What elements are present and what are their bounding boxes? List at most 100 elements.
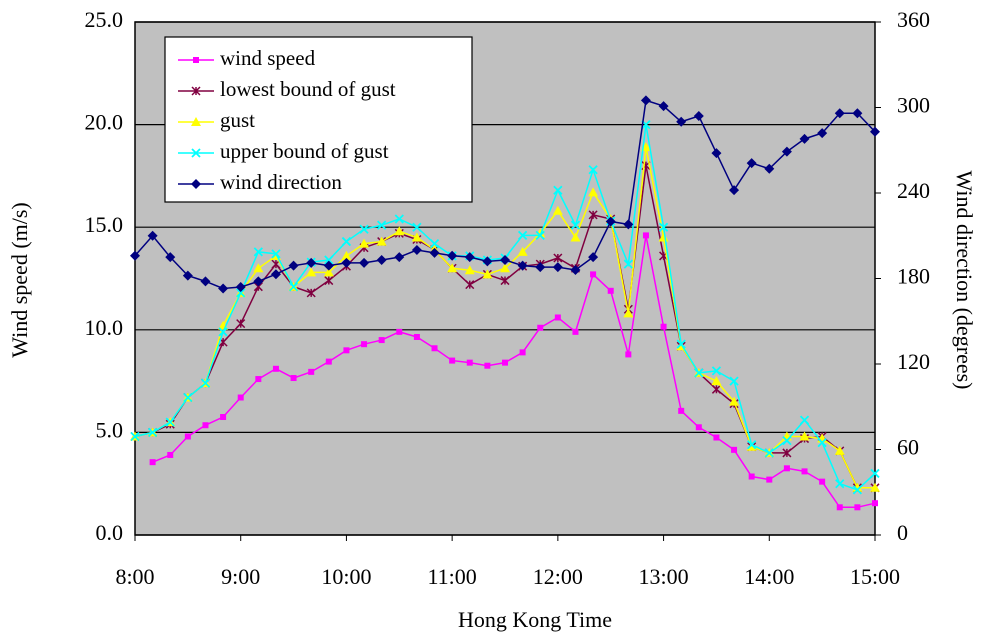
x-axis-title: Hong Kong Time [458, 607, 612, 632]
marker [781, 146, 792, 157]
marker [237, 394, 244, 401]
marker [447, 250, 458, 261]
marker [783, 465, 790, 472]
marker [570, 220, 581, 230]
marker [607, 287, 614, 294]
marker [817, 438, 827, 448]
marker [660, 323, 667, 330]
marker [801, 468, 808, 475]
marker [519, 349, 526, 356]
marker [658, 222, 669, 232]
marker [200, 378, 211, 388]
marker [165, 417, 175, 427]
y-tick-label: 5.0 [96, 417, 124, 442]
marker [764, 448, 774, 458]
marker [253, 276, 264, 287]
marker [570, 232, 581, 242]
marker [482, 256, 493, 267]
y2-tick-label: 120 [897, 349, 930, 374]
marker [729, 185, 740, 196]
y2-tick-label: 60 [897, 435, 919, 460]
marker [747, 440, 757, 450]
marker [288, 260, 299, 271]
marker [323, 260, 334, 271]
marker [411, 245, 422, 255]
legend-box [164, 36, 473, 203]
marker [182, 270, 193, 281]
marker [447, 263, 458, 273]
marker [799, 431, 810, 441]
marker [376, 254, 387, 265]
marker [623, 219, 634, 230]
marker [588, 252, 599, 263]
marker [713, 434, 720, 441]
marker [872, 500, 878, 507]
marker [167, 451, 174, 458]
marker [220, 414, 227, 421]
marker [500, 263, 510, 273]
marker [324, 276, 334, 286]
x-tick-label: 13:00 [639, 564, 689, 589]
y2-axis-title: Wind direction (degrees) [952, 170, 977, 389]
marker [552, 262, 563, 273]
marker [729, 396, 740, 406]
legend-label: wind speed [220, 46, 316, 70]
marker [605, 216, 616, 227]
x-tick-label: 9:00 [221, 564, 260, 589]
marker [308, 368, 315, 375]
y-axis-title: Wind speed (m/s) [7, 202, 32, 358]
marker [693, 111, 704, 122]
marker [588, 187, 599, 197]
marker [200, 276, 211, 287]
marker [343, 347, 350, 354]
marker [236, 319, 246, 329]
marker [502, 359, 508, 366]
marker [834, 108, 845, 119]
marker [394, 252, 405, 263]
legend-label: wind direction [220, 170, 342, 194]
marker [517, 246, 528, 256]
marker [290, 375, 297, 382]
y-tick-label: 15.0 [85, 212, 124, 237]
legend-marker [191, 117, 201, 126]
marker [218, 327, 228, 337]
y2-tick-label: 300 [897, 93, 930, 118]
marker [711, 366, 722, 376]
marker [482, 269, 493, 279]
legend: wind speed lowest bound of gust gust upper … [164, 36, 473, 203]
marker [537, 324, 544, 331]
marker [588, 210, 598, 220]
marker [253, 263, 264, 273]
marker [236, 288, 246, 298]
marker [623, 259, 633, 269]
marker [535, 230, 545, 241]
y2-tick-label: 180 [897, 264, 930, 289]
marker [184, 433, 191, 440]
legend-marker [193, 57, 199, 63]
marker [500, 254, 510, 265]
y-tick-label: 20.0 [85, 110, 124, 135]
y2-tick-label: 240 [897, 178, 930, 203]
marker [711, 148, 722, 159]
marker [378, 337, 385, 344]
marker [590, 271, 597, 278]
marker [799, 133, 810, 144]
marker [218, 283, 229, 294]
marker [411, 232, 422, 242]
y-tick-label: 25.0 [85, 7, 124, 32]
legend-marker [191, 148, 201, 158]
marker [711, 384, 721, 394]
y2-tick-label: 0 [897, 520, 908, 545]
marker [288, 282, 299, 292]
marker [130, 431, 140, 442]
marker [394, 226, 405, 236]
marker [376, 236, 387, 246]
marker [270, 269, 281, 280]
marker [464, 252, 475, 263]
marker [817, 128, 828, 139]
marker [572, 328, 579, 335]
marker [553, 185, 563, 195]
marker [202, 422, 209, 429]
marker [852, 485, 863, 495]
